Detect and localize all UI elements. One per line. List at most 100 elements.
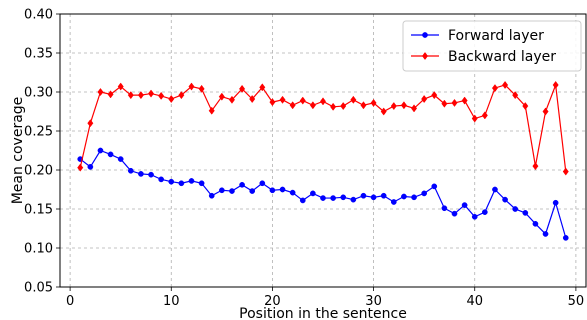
data-point <box>461 202 468 208</box>
data-point <box>299 96 306 105</box>
data-point <box>259 83 266 92</box>
data-point <box>107 151 114 158</box>
x-tick-label: 40 <box>466 294 483 309</box>
data-point <box>421 95 428 104</box>
x-tick-label: 20 <box>264 294 281 309</box>
data-point <box>229 188 235 194</box>
data-point <box>137 91 144 100</box>
x-tick-label: 0 <box>66 294 74 309</box>
data-point <box>138 171 144 177</box>
y-axis-label: Mean coverage <box>10 97 26 205</box>
data-point <box>421 190 428 197</box>
data-point <box>370 98 377 107</box>
data-point <box>218 187 225 194</box>
data-point <box>411 194 417 201</box>
legend-marker <box>422 32 428 38</box>
data-point <box>522 102 529 111</box>
data-point <box>461 96 468 105</box>
data-point <box>299 197 306 204</box>
data-point <box>411 104 418 113</box>
data-point <box>451 98 458 107</box>
data-point <box>279 186 286 193</box>
legend-item: Backward layer <box>411 49 556 65</box>
data-point <box>117 156 124 162</box>
data-point <box>319 97 327 106</box>
data-point <box>340 102 347 111</box>
data-point <box>522 210 529 216</box>
data-point <box>552 80 559 89</box>
y-tick-label: 0.05 <box>24 281 53 296</box>
data-point <box>289 189 296 196</box>
data-point <box>158 176 165 183</box>
data-point <box>218 92 225 101</box>
data-point <box>249 95 256 104</box>
series-layer <box>77 80 569 241</box>
data-point <box>471 114 478 123</box>
data-point <box>289 101 296 110</box>
data-point <box>492 186 498 193</box>
data-point <box>330 102 337 111</box>
data-point <box>87 119 94 128</box>
data-point <box>370 194 377 201</box>
data-point <box>269 98 276 107</box>
legend-marker <box>421 51 429 61</box>
data-point <box>350 196 357 203</box>
data-point <box>249 188 256 194</box>
data-point <box>259 180 266 187</box>
data-point <box>532 220 539 227</box>
data-point <box>239 181 245 188</box>
data-point <box>97 147 104 154</box>
data-point <box>512 206 519 212</box>
series-forward-layer <box>77 147 569 241</box>
series-backward-layer <box>77 80 569 176</box>
data-point <box>491 84 498 93</box>
data-point <box>168 95 175 104</box>
y-tick-label: 0.35 <box>24 47 53 62</box>
data-point <box>188 82 195 91</box>
data-point <box>451 210 458 217</box>
data-point <box>178 91 185 100</box>
data-point <box>390 102 397 111</box>
data-point <box>431 183 438 190</box>
series-line <box>79 149 567 239</box>
data-point <box>330 195 336 201</box>
data-point <box>562 235 569 241</box>
data-point <box>502 196 508 203</box>
data-point <box>117 82 124 91</box>
data-point <box>340 194 347 201</box>
data-point <box>532 162 539 171</box>
data-point <box>401 193 407 200</box>
legend-label: Backward layer <box>448 49 556 65</box>
data-point <box>471 213 478 220</box>
data-point <box>269 187 276 194</box>
data-point <box>208 192 215 199</box>
data-point <box>188 178 195 184</box>
data-point <box>127 167 134 174</box>
data-point <box>350 95 357 104</box>
data-point <box>552 199 559 206</box>
data-point <box>562 167 569 176</box>
data-point <box>512 91 519 100</box>
data-point <box>148 89 155 98</box>
legend-label: Forward layer <box>448 28 544 44</box>
data-point <box>441 205 448 212</box>
data-point <box>239 84 246 93</box>
y-tick-label: 0.25 <box>24 125 53 140</box>
data-point <box>390 199 397 205</box>
data-point <box>320 195 326 201</box>
y-tick-label: 0.30 <box>24 86 53 101</box>
plot-frame <box>59 13 587 288</box>
data-point <box>400 101 407 110</box>
data-point <box>158 91 165 100</box>
data-point <box>502 80 509 89</box>
y-tick-label: 0.20 <box>24 164 53 179</box>
y-tick-label: 0.15 <box>24 203 53 218</box>
data-point <box>208 106 215 115</box>
data-point <box>542 231 549 237</box>
data-point <box>77 163 84 172</box>
legend: Forward layer Backward layer <box>402 20 582 72</box>
data-point <box>127 91 134 100</box>
y-tick-label: 0.10 <box>24 242 53 257</box>
data-point <box>380 192 387 199</box>
